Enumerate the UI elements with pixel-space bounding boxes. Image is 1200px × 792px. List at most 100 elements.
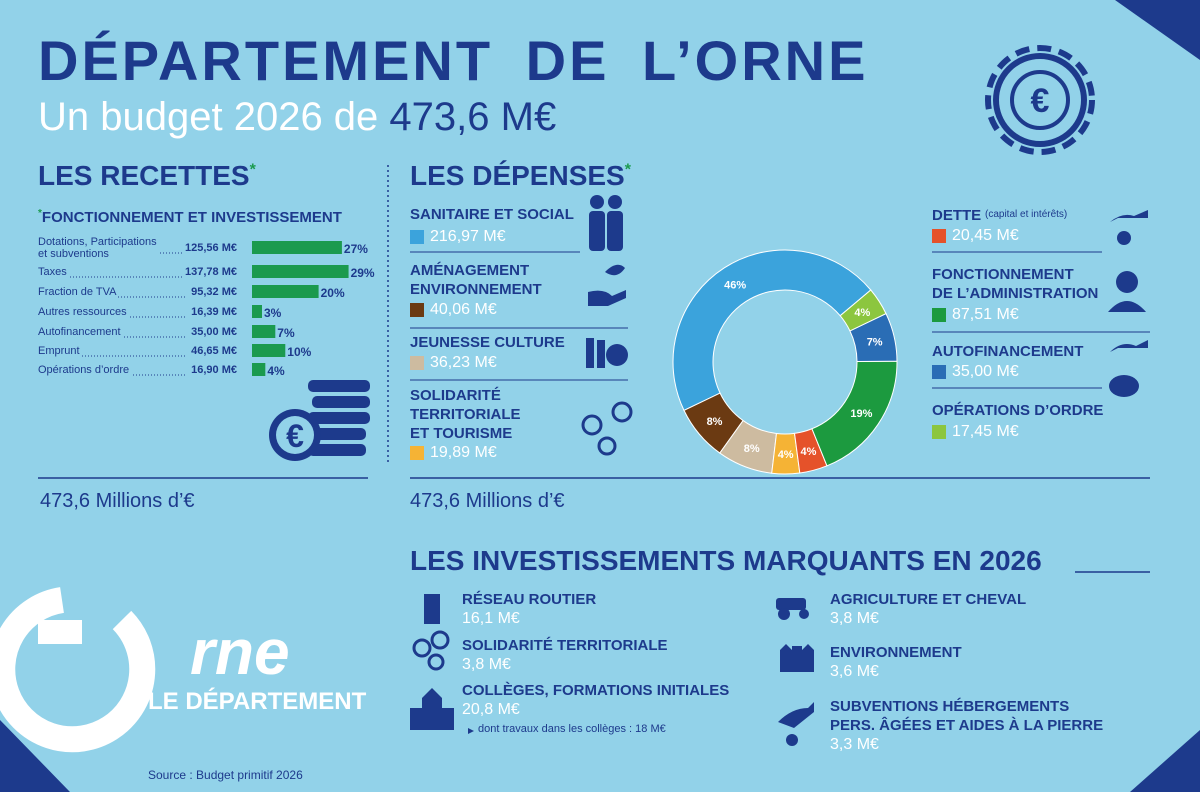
investment-amount: 3,8 M€ [830, 610, 879, 627]
legend-label: OPÉRATIONS D’ORDRE [932, 402, 1104, 419]
legend-swatch [932, 229, 946, 243]
investment-amount: 3,8 M€ [462, 656, 511, 673]
legend-swatch [932, 308, 946, 322]
bar-value-label: 7% [277, 326, 295, 340]
legend-swatch [410, 356, 424, 370]
legend-amount: 20,45 M€ [952, 227, 1019, 244]
slice-label: 19% [850, 408, 872, 420]
bar-value-label: 10% [287, 345, 311, 359]
bar [252, 325, 276, 338]
bar-category: Emprunt [38, 345, 82, 357]
bar-amount: 16,39 M€ [189, 306, 237, 318]
bar-amount: 125,56 M€ [183, 242, 237, 254]
asterisk: * [38, 208, 42, 219]
investment-label: AGRICULTURE ET CHEVAL [830, 591, 1027, 608]
note-arrow [468, 728, 474, 734]
investment-amount: 20,8 M€ [462, 701, 520, 718]
section-title: LES RECETTES* [38, 160, 256, 192]
asterisk: * [249, 161, 256, 179]
bar [252, 363, 266, 376]
slice-label: 4% [801, 446, 817, 458]
legend-label: AMÉNAGEMENT ENVIRONNEMENT [410, 262, 542, 298]
legend-swatch [932, 365, 946, 379]
svg-text:€: € [1031, 82, 1050, 120]
slice-label: 8% [744, 443, 760, 455]
title: DÉPARTEMENT DE L’ORNE [38, 29, 869, 92]
bar-value-label: 4% [267, 364, 285, 378]
legend-amount: 87,51 M€ [952, 306, 1019, 323]
depenses-total: 473,6 Millions d’€ [410, 490, 565, 512]
investment-note: dont travaux dans les collèges : 18 M€ [478, 723, 666, 735]
legend-label: FONCTIONNEMENT DE L’ADMINISTRATION [932, 266, 1099, 302]
investment-amount: 3,6 M€ [830, 663, 879, 680]
subtitle: Un budget 2026 de 473,6 M€ [38, 95, 556, 140]
legend-amount: 19,89 M€ [430, 444, 497, 461]
bar-amount: 16,90 M€ [189, 364, 237, 376]
bar-amount: 137,78 M€ [183, 266, 237, 278]
dette-note: (capital et intérêts) [985, 209, 1068, 220]
pie-slice [672, 249, 872, 412]
slice-label: 4% [854, 307, 870, 319]
svg-text:€: € [286, 418, 304, 454]
investment-amount: 16,1 M€ [462, 610, 520, 627]
bar-value-label: 29% [351, 266, 375, 280]
bar-value-label: 20% [321, 286, 345, 300]
legend-label: JEUNESSE CULTURE [410, 334, 565, 351]
legend-swatch [410, 303, 424, 317]
corner [0, 720, 70, 792]
legend-amount: 40,06 M€ [430, 301, 497, 318]
bar-category: Autres ressources [38, 306, 129, 318]
corner [1115, 0, 1200, 60]
investment-label: ENVIRONNEMENT [830, 644, 962, 661]
legend-amount: 17,45 M€ [952, 423, 1019, 440]
bar [252, 344, 286, 357]
bar-amount: 95,32 M€ [189, 286, 237, 298]
icons [410, 195, 1148, 746]
bar [252, 285, 319, 298]
asterisk: * [624, 161, 631, 179]
bar-value-label: 3% [264, 306, 282, 320]
subtitle-text: FONCTIONNEMENT ET INVESTISSEMENT [41, 209, 342, 226]
slice-label: 8% [707, 416, 723, 428]
slice-label: 46% [724, 280, 746, 292]
legend-label: DETTE [932, 207, 982, 224]
source: Source : Budget primitif 2026 [148, 768, 303, 782]
investment-amount: 3,3 M€ [830, 736, 879, 753]
bar-category: Autofinancement [38, 326, 123, 338]
bar [252, 241, 342, 254]
recettes-total: 473,6 Millions d’€ [40, 490, 195, 512]
gear-icon: € [985, 45, 1095, 155]
legend-separators [410, 251, 1150, 389]
coins-icon: € [269, 380, 370, 461]
budget-amount: 473,6 M€ [389, 95, 557, 139]
legend-label: SANITAIRE ET SOCIAL [410, 206, 574, 223]
bar-amount: 35,00 M€ [189, 326, 237, 338]
legend-amount: 216,97 M€ [430, 228, 506, 245]
pie-slice [839, 289, 887, 332]
bar-category: Dotations, Participations et subventions [38, 236, 159, 260]
logo-name: rne [190, 616, 290, 688]
bar-category: Taxes [38, 266, 69, 278]
recettes-title: LES RECETTES [38, 160, 250, 191]
recettes-subtitle: *FONCTIONNEMENT ET INVESTISSEMENT [38, 208, 342, 226]
legend-swatch [932, 425, 946, 439]
bar-category: Opérations d’ordre [38, 364, 132, 376]
legend-swatch [410, 446, 424, 460]
logo-subtitle: LE DÉPARTEMENT [148, 688, 367, 715]
bar [252, 305, 262, 318]
legend-label: SOLIDARITÉ TERRITORIALE ET TOURISME [410, 387, 521, 442]
depenses-title: LES DÉPENSES [410, 160, 625, 191]
legend-label: AUTOFINANCEMENT [932, 343, 1084, 360]
slice-label: 4% [778, 449, 794, 461]
section-title: LES DÉPENSES* [410, 160, 631, 192]
slice-label: 7% [867, 336, 883, 348]
legend-swatch [410, 230, 424, 244]
bar-value-label: 27% [344, 242, 368, 256]
investissements-title: LES INVESTISSEMENTS MARQUANTS EN 2026 [410, 545, 1042, 576]
investment-label: COLLÈGES, FORMATIONS INITIALES [462, 682, 730, 699]
corner [1130, 730, 1200, 792]
investment-label: SOLIDARITÉ TERRITORIALE [462, 637, 668, 654]
investment-label: SUBVENTIONS HÉBERGEMENTS PERS. ÂGÉES ET … [830, 698, 1104, 734]
